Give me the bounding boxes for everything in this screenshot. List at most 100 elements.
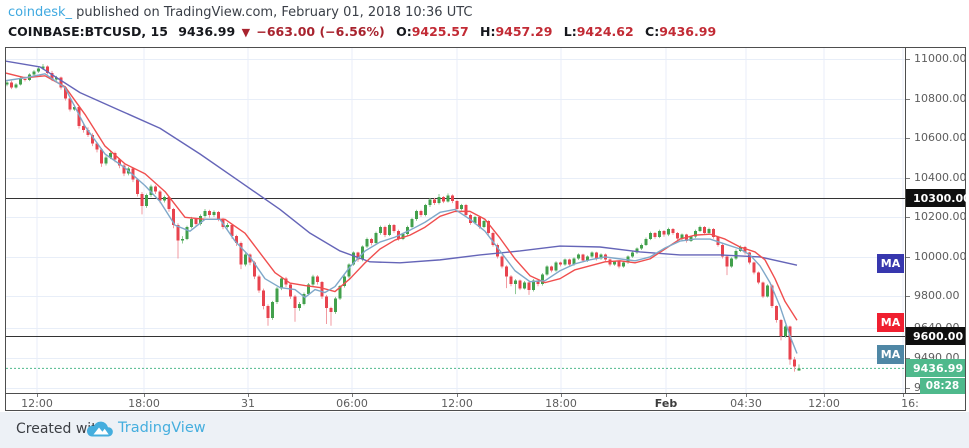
candle-body [743,246,747,253]
time-tick-mark [37,394,38,397]
candle-body [68,98,72,110]
price-tick-mark [906,138,910,139]
candle-body [622,262,625,267]
candle-body [298,304,301,309]
candle-body [185,227,189,239]
candle-body [41,66,45,69]
candle-body [442,197,445,202]
candle-body [478,217,481,227]
candle-body [433,199,436,204]
candle-body [779,320,783,336]
candle-body [505,266,508,277]
candle-body [640,244,643,249]
symbol-name[interactable]: COINBASE:BTCUSD, 15 [8,24,168,39]
candle-body [707,228,711,233]
price-tick-label: 10400.00 [914,171,967,184]
candle-body [752,262,756,273]
time-tick-label: 12:00 [21,397,53,410]
candle-body [172,209,175,225]
candle-body [694,230,697,237]
price-line-label: 9600.00 [906,327,965,345]
tradingview-logo-icon[interactable] [86,420,113,442]
price-tick-mark [906,178,910,179]
candle-body [698,227,702,231]
candle-body [662,230,666,235]
candle-body [46,66,49,73]
candle-body [14,84,18,88]
candle-body [253,262,256,277]
candle-body [487,221,490,233]
candle-body [406,226,409,234]
tradingview-link[interactable]: TradingView [118,420,206,436]
close-value: 9436.99 [659,24,717,39]
candle-body [680,234,684,239]
price-axis[interactable]: 11000.00 10800.00 10600.00 10400.00 10200.00… [906,48,969,394]
candle-body [55,77,58,80]
ma-value-badge: MA [877,345,904,364]
candle-body [113,152,117,160]
candle-body [307,284,310,295]
time-tick-label: Feb [654,397,678,410]
candle-body [428,199,432,206]
chart-widget: 11000.00 10800.00 10600.00 10400.00 10200.00… [4,47,969,411]
candle-body [64,87,67,99]
candle-body [163,197,166,201]
candle-body [59,77,63,88]
candle-body [541,274,544,285]
close-label: C: [645,24,660,39]
candle-body [437,197,441,204]
candle-body [415,211,418,220]
time-tick-mark [352,394,353,397]
candle-body [203,211,207,216]
price-tick-mark [906,388,910,389]
candlestick-chart[interactable] [4,48,905,393]
candle-body [334,298,337,313]
price-tick-label: 9800.00 [914,289,960,302]
price-line-label: 10300.00 [906,189,969,207]
candle-body [293,296,297,309]
time-axis-separator [6,393,965,394]
publisher-link[interactable]: coindesk_ [8,5,73,20]
candle-body [500,256,504,267]
bar-countdown-badge: 08:28 [920,378,965,394]
time-tick-mark [903,394,904,397]
candle-body [244,254,247,265]
price-tick-label: 10000.00 [914,250,967,263]
candle-body [671,228,675,233]
price-tick-mark [906,358,910,359]
candle-body [302,294,306,305]
publish-line: coindesk_ published on TradingView.com, … [8,5,473,20]
candle-body [338,286,342,299]
candle-body [356,252,360,260]
candle-body [154,186,157,192]
candle-body [365,238,369,247]
last-price: 9436.99 [178,24,236,39]
candle-body [514,280,517,285]
candle-body [766,285,769,297]
time-tick-mark [746,394,747,397]
time-tick-label: 18:00 [545,397,577,410]
candle-body [568,259,571,265]
candle-body [19,78,22,85]
price-tick-mark [906,296,910,297]
candle-body [581,254,585,261]
plot-area[interactable] [4,48,905,393]
high-value: 9457.29 [495,24,553,39]
candle-body [275,288,279,303]
candle-body [266,305,270,319]
candle-body [667,228,670,235]
time-axis[interactable]: 12:00 18:00 31 06:00 12:00 18:00 Feb 04:30 12:00… [6,394,965,410]
candle-body [374,232,378,243]
low-label: L: [563,24,577,39]
price-tick-mark [906,99,910,100]
candle-body [176,224,180,241]
candle-body [280,278,283,289]
candle-body [217,212,220,220]
time-tick-label: 04:30 [730,397,762,410]
candle-body [757,272,760,283]
ma-line [4,60,798,266]
candle-body [788,326,792,360]
time-tick-label: 12:00 [441,397,473,410]
candle-body [712,228,715,237]
